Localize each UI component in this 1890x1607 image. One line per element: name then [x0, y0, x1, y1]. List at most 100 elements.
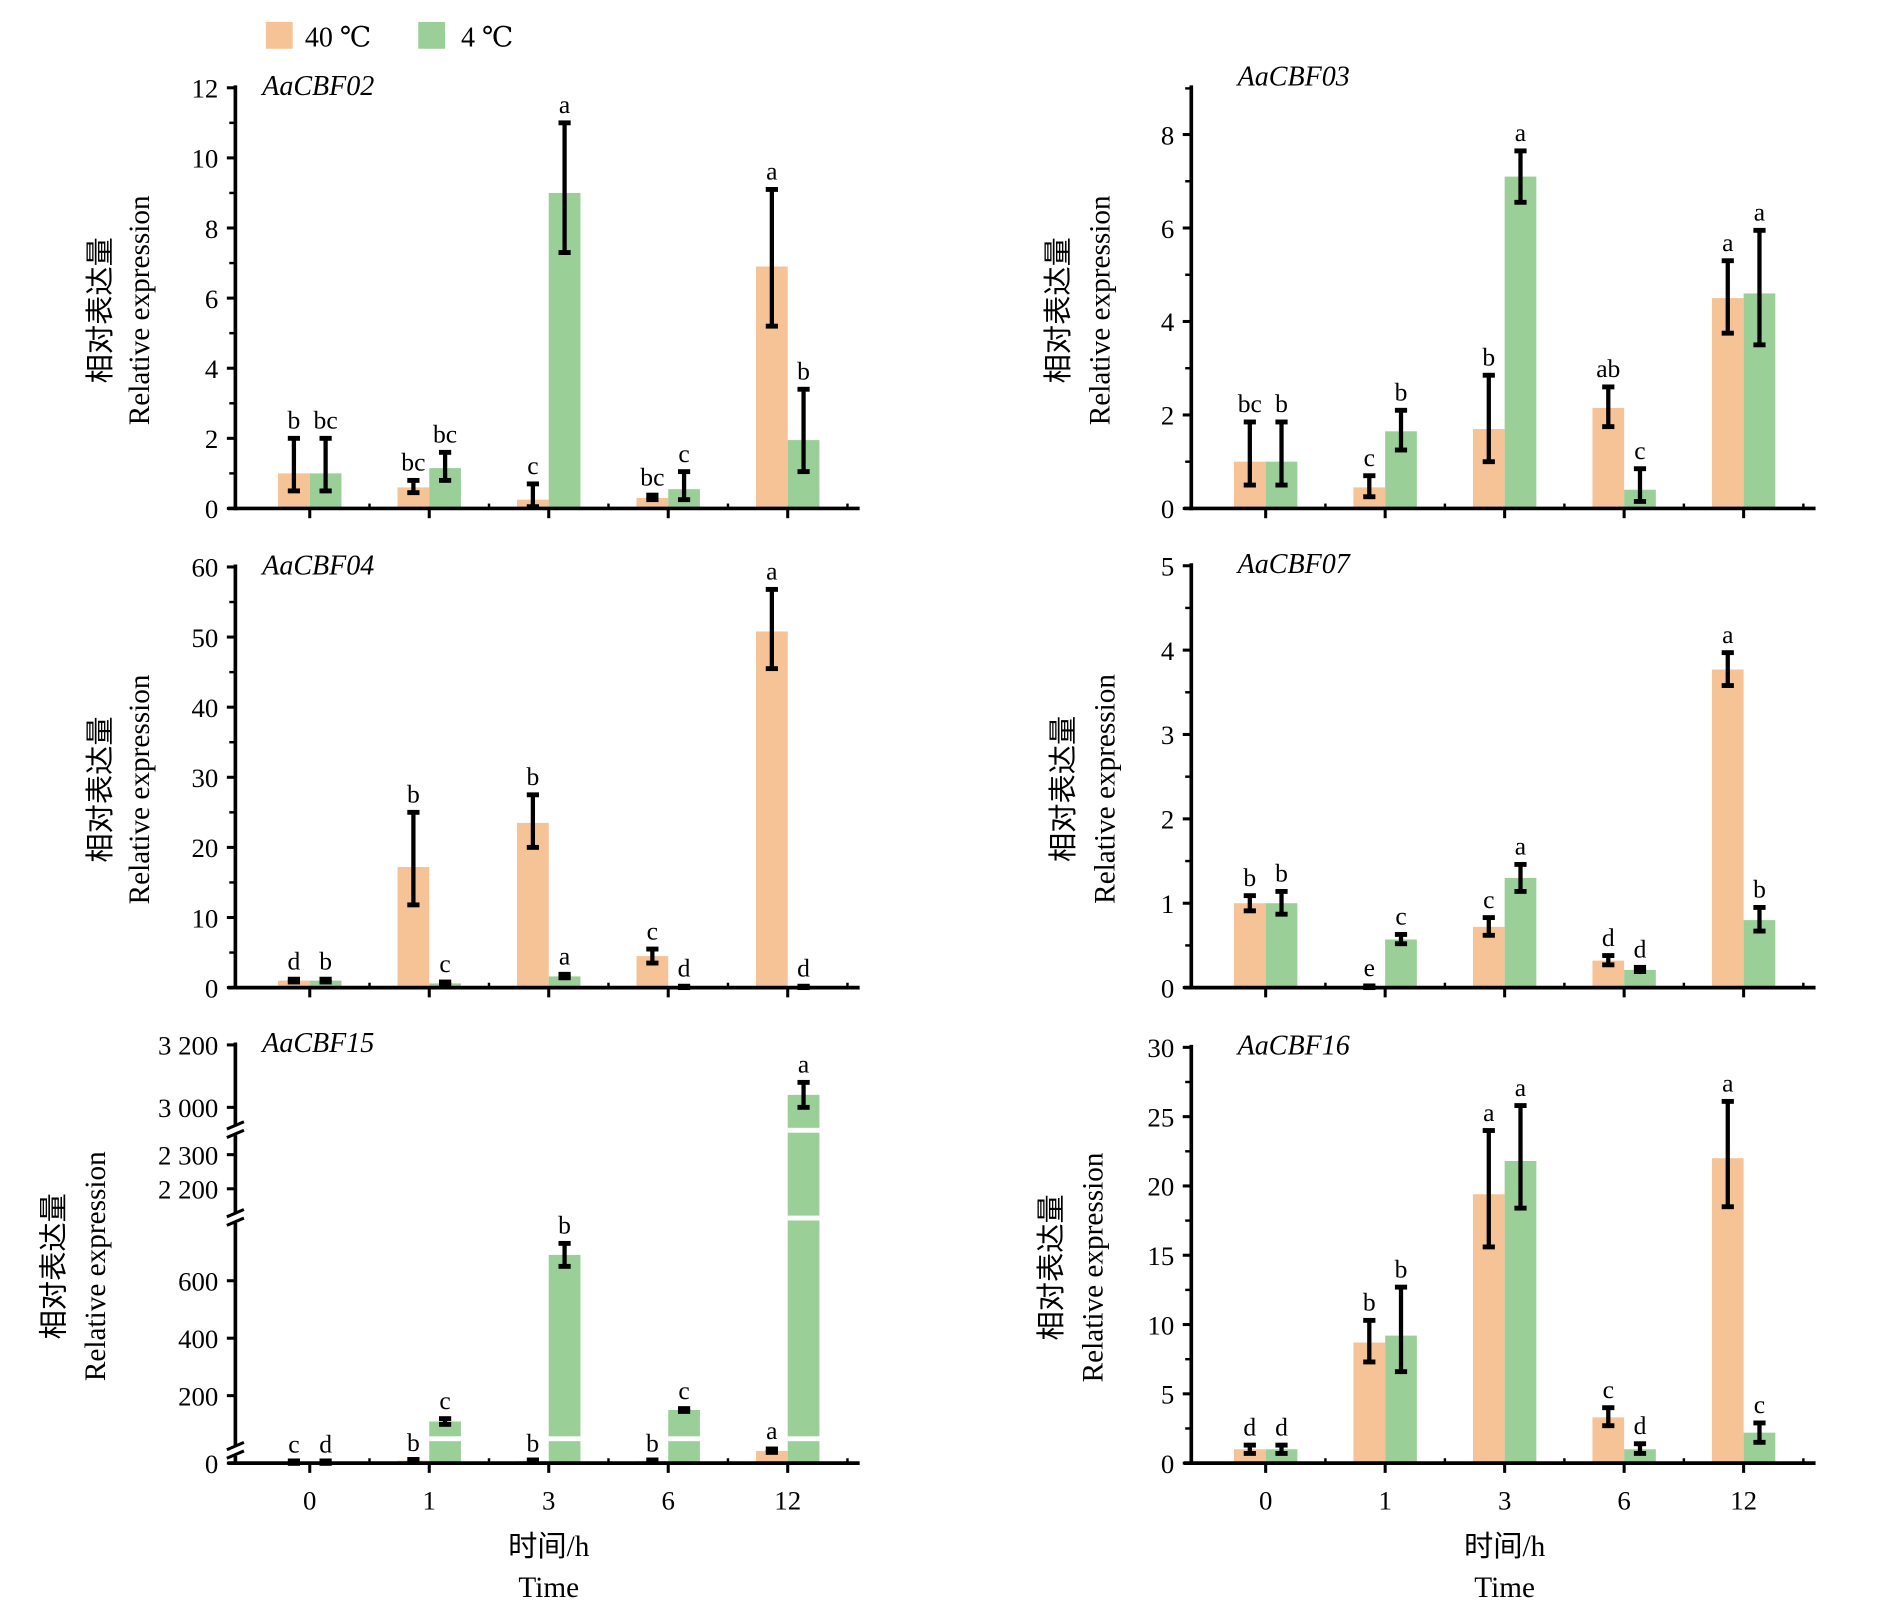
significance-letter: a: [1754, 198, 1766, 227]
significance-letter: c: [1634, 436, 1645, 465]
y-tick-label: 10: [192, 144, 219, 174]
error-bar: [439, 1416, 452, 1427]
gene-title: AaCBF02: [260, 71, 374, 102]
error-bar: [1721, 258, 1734, 336]
error-bar: [287, 976, 301, 985]
legend-label-4c: 4 ℃: [461, 22, 513, 53]
y-tick-label: 5: [1161, 1380, 1174, 1410]
error-bar: [1482, 372, 1495, 465]
y-axis-label-en: Relative expression: [80, 1151, 112, 1381]
y-tick-label: 8: [1161, 120, 1174, 150]
bar-4c-0h: [1265, 903, 1298, 988]
significance-letter: bc: [401, 448, 425, 477]
significance-letter: b: [407, 780, 420, 809]
y-tick-label: 0: [205, 494, 218, 524]
significance-letter: c: [1483, 885, 1494, 914]
y-tick-label: 40: [192, 693, 219, 723]
y-tick-label: 2 300: [158, 1140, 218, 1170]
error-bar: [1602, 384, 1615, 430]
error-bar: [1482, 915, 1495, 938]
error-bar: [1514, 148, 1527, 205]
legend-swatch-4c: [418, 21, 446, 49]
significance-letter: b: [319, 946, 332, 975]
y-tick-label: 6: [1161, 214, 1174, 244]
bar-4c-3h: [1504, 176, 1537, 509]
y-axis-label-en: Relative expression: [1089, 674, 1121, 904]
significance-letter: a: [1515, 832, 1527, 861]
error-bar: [1753, 905, 1766, 934]
x-tick-label: 0: [1259, 1485, 1272, 1515]
y-tick-label: 10: [1147, 1310, 1174, 1340]
significance-letter: b: [526, 1428, 539, 1457]
significance-letter: d: [319, 1429, 332, 1458]
y-axis-label-cn: 相对表达量: [37, 1193, 70, 1339]
significance-letter: a: [1722, 1069, 1734, 1098]
error-bar: [319, 976, 332, 985]
bar-40c-12h: [756, 1450, 788, 1464]
error-bar: [558, 971, 571, 981]
axis-break-mark: [226, 1216, 245, 1227]
significance-letter: c: [439, 1386, 450, 1415]
gene-title: AaCBF16: [1236, 1031, 1350, 1062]
significance-letter: c: [1395, 902, 1406, 931]
y-tick-label: 3 000: [158, 1093, 218, 1123]
error-bar: [646, 492, 659, 503]
y-axis-label-cn: 相对表达量: [1042, 237, 1075, 383]
x-axis-label-en: Time: [518, 1572, 579, 1604]
axis-break-mark: [226, 1449, 245, 1460]
error-bar: [646, 1457, 659, 1465]
y-tick-label: 15: [1147, 1241, 1174, 1271]
error-bar: [558, 120, 571, 255]
error-bar: [1514, 1103, 1527, 1211]
significance-letter: e: [1364, 953, 1375, 982]
significance-letter: a: [766, 1416, 778, 1445]
significance-letter: b: [646, 1428, 659, 1457]
bar-4c-12h: [787, 1094, 820, 1464]
error-bar: [765, 586, 778, 672]
legend-label-40c: 40 ℃: [305, 22, 371, 53]
x-axis-label-cn: 时间/h: [508, 1530, 590, 1563]
significance-letter: c: [527, 451, 538, 480]
x-tick-label: 12: [1730, 1485, 1757, 1515]
significance-letter: b: [526, 762, 539, 791]
significance-letter: b: [1275, 389, 1288, 418]
x-tick-label: 6: [1617, 1485, 1630, 1515]
error-bar: [1363, 473, 1376, 500]
bar-4c-1h: [1385, 939, 1417, 988]
significance-letter: b: [1753, 875, 1766, 904]
y-tick-label: 0: [205, 1449, 218, 1479]
error-bar: [439, 449, 452, 483]
y-axis-label-en: Relative expression: [124, 674, 156, 904]
error-bar: [1602, 1405, 1615, 1429]
significance-letter: b: [288, 406, 301, 435]
bar-40c-3h: [517, 822, 549, 988]
y-axis-label-en: Relative expression: [1085, 195, 1117, 425]
bar-4c-3h: [1504, 1160, 1537, 1464]
error-bar: [1633, 964, 1647, 975]
bar-4c-6h: [1624, 969, 1656, 988]
x-axis-label-cn: 时间/h: [1464, 1530, 1546, 1563]
significance-letter: b: [797, 356, 810, 385]
error-bar: [1514, 861, 1527, 894]
significance-letter: a: [798, 1050, 810, 1079]
significance-letter: a: [766, 157, 778, 186]
significance-letter: a: [1722, 228, 1734, 257]
bar-break-gap: [429, 1436, 461, 1442]
error-bar: [1753, 1420, 1766, 1445]
bar-4c-3h: [548, 976, 581, 988]
error-bar: [1243, 419, 1256, 488]
y-tick-label: 8: [205, 214, 218, 244]
error-bar: [1275, 419, 1288, 488]
significance-letter: bc: [1238, 389, 1262, 418]
significance-letter: b: [1243, 863, 1256, 892]
significance-letter: c: [288, 1429, 299, 1458]
legend: 40 ℃ 4 ℃: [265, 21, 513, 53]
bar-4c-1h: [429, 1421, 461, 1464]
significance-letter: bc: [640, 462, 664, 491]
significance-letter: c: [678, 1376, 689, 1405]
error-bar: [1602, 953, 1615, 968]
significance-letter: b: [1395, 378, 1408, 407]
